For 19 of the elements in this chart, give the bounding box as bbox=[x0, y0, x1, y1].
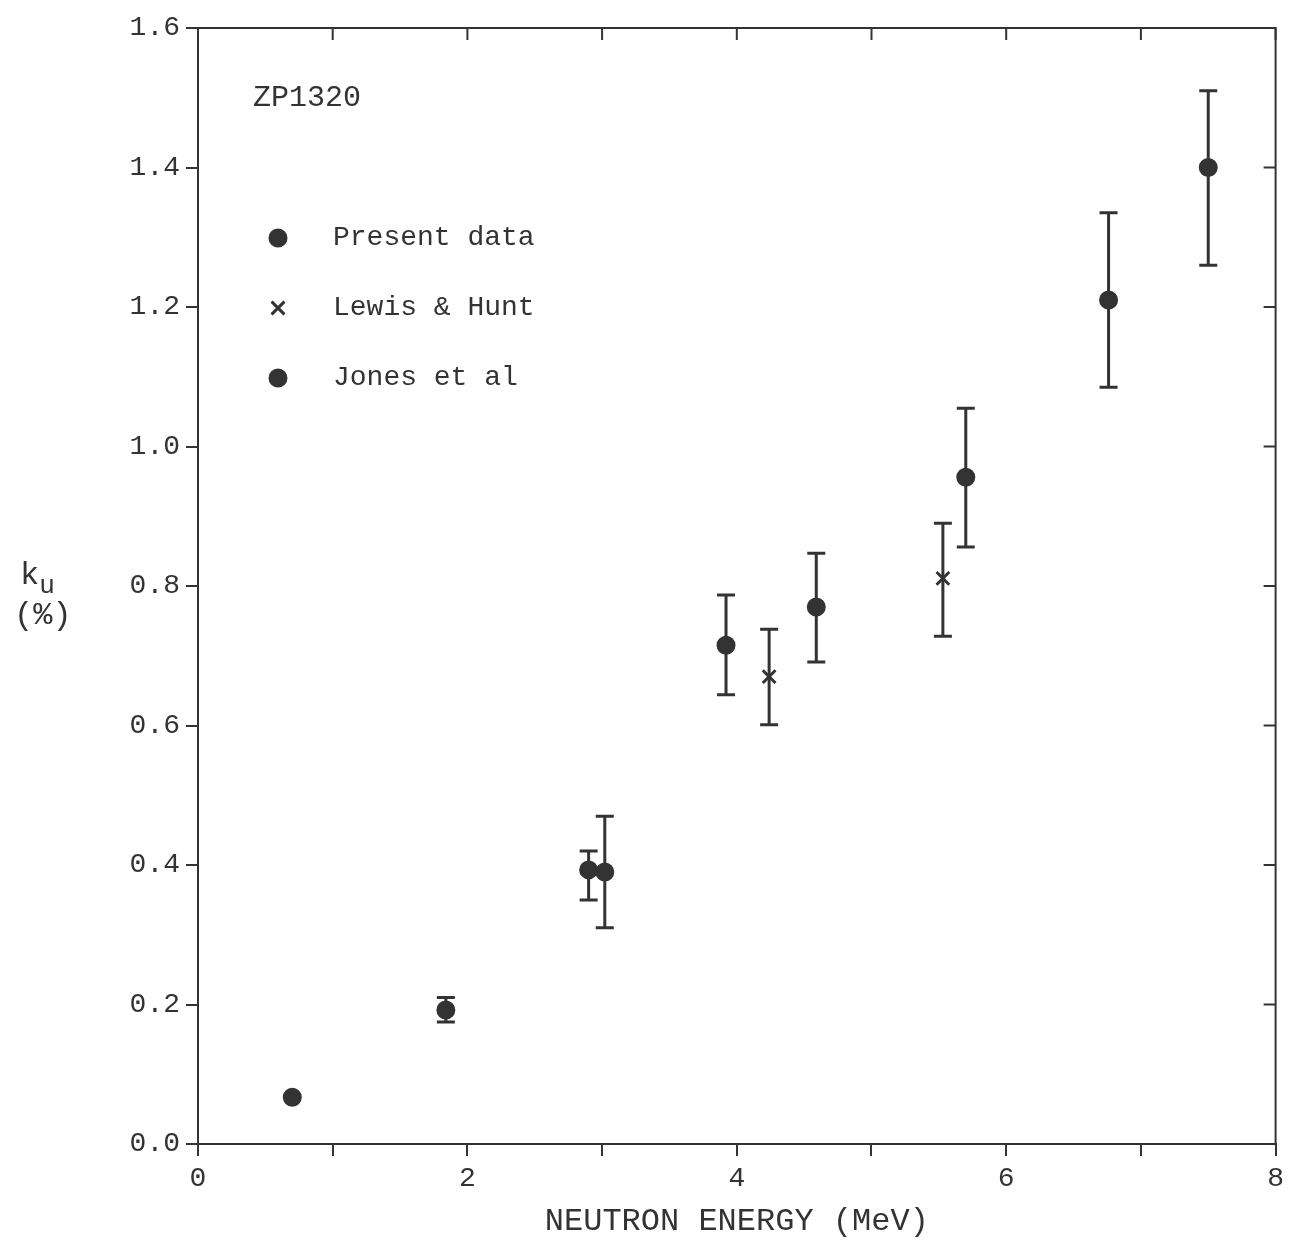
y-tick-label: 0.4 bbox=[129, 849, 180, 881]
y-tick-label: 0.8 bbox=[129, 570, 180, 602]
y-tick-label: 0.2 bbox=[129, 988, 180, 1020]
y-tick-label: 1.4 bbox=[129, 151, 180, 183]
x-tick-label: 8 bbox=[1267, 1163, 1284, 1195]
y-tick-label: 1.2 bbox=[129, 291, 180, 323]
y-tick-label: 1.6 bbox=[129, 12, 180, 44]
x-tick-label: 4 bbox=[728, 1163, 746, 1195]
annotation: ZP1320 bbox=[253, 80, 362, 115]
x-tick-label: 6 bbox=[997, 1163, 1015, 1195]
legend-label: Lewis & Hunt bbox=[333, 292, 535, 324]
y-tick-label: 1.0 bbox=[129, 430, 180, 462]
x-tick-label: 2 bbox=[458, 1163, 476, 1195]
legend-label: Present data bbox=[333, 222, 535, 254]
y-tick-label: 0.6 bbox=[129, 709, 180, 741]
legend-label: Jones et al bbox=[333, 362, 518, 394]
x-tick-label: 0 bbox=[189, 1163, 207, 1195]
x-axis-title: NEUTRON ENERGY (MeV) bbox=[544, 1203, 929, 1241]
y-tick-label: 0.0 bbox=[129, 1128, 180, 1160]
